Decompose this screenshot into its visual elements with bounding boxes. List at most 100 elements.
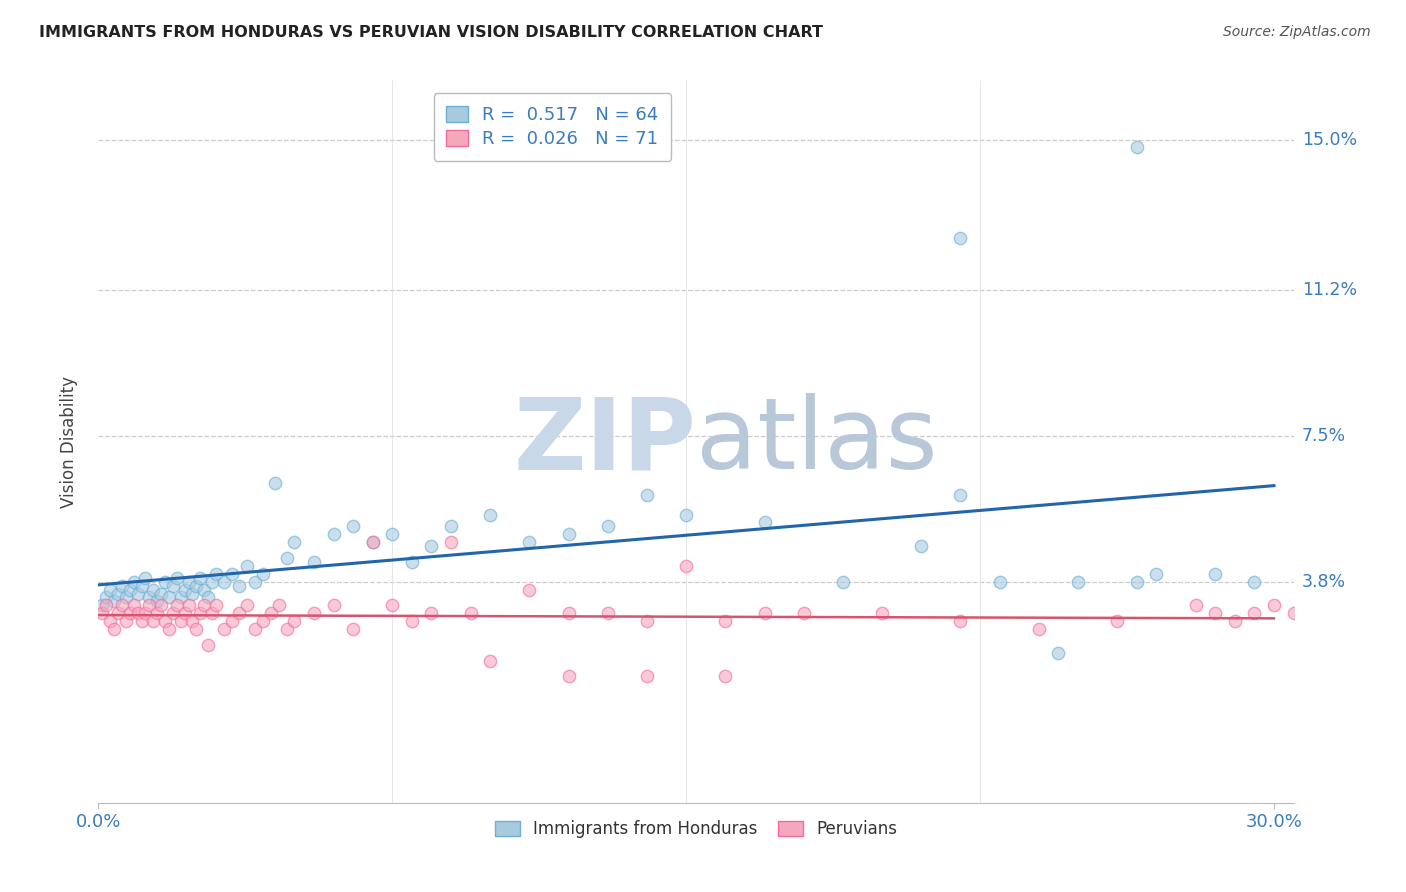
Point — [1028, 622, 1050, 636]
Point — [870, 607, 893, 621]
Point — [440, 535, 463, 549]
Y-axis label: Vision Disability: Vision Disability — [59, 376, 77, 508]
Point — [440, 519, 463, 533]
Point — [181, 614, 204, 628]
Point — [283, 535, 305, 549]
Point — [96, 599, 118, 613]
Point — [1107, 614, 1129, 628]
Point — [122, 574, 145, 589]
Point — [361, 535, 384, 549]
Point — [197, 591, 219, 605]
Point — [401, 555, 423, 569]
Point — [557, 607, 579, 621]
Text: 11.2%: 11.2% — [1302, 281, 1357, 299]
Point — [1144, 566, 1167, 581]
Point — [267, 599, 290, 613]
Point — [381, 599, 404, 613]
Point — [157, 622, 180, 636]
Point — [479, 508, 502, 522]
Text: ZIP: ZIP — [513, 393, 696, 490]
Point — [181, 586, 204, 600]
Point — [1126, 140, 1149, 154]
Point — [420, 607, 443, 621]
Point — [138, 599, 160, 613]
Legend: Immigrants from Honduras, Peruvians: Immigrants from Honduras, Peruvians — [488, 814, 904, 845]
Text: Source: ZipAtlas.com: Source: ZipAtlas.com — [1223, 25, 1371, 39]
Point — [173, 607, 195, 621]
Point — [166, 599, 188, 613]
Point — [519, 582, 541, 597]
Point — [150, 586, 173, 600]
Point — [988, 574, 1011, 589]
Text: IMMIGRANTS FROM HONDURAS VS PERUVIAN VISION DISABILITY CORRELATION CHART: IMMIGRANTS FROM HONDURAS VS PERUVIAN VIS… — [39, 25, 824, 40]
Point — [115, 591, 138, 605]
Point — [754, 607, 776, 621]
Point — [228, 579, 250, 593]
Point — [221, 614, 243, 628]
Point — [118, 607, 141, 621]
Point — [146, 607, 169, 621]
Point — [212, 622, 235, 636]
Point — [146, 594, 169, 608]
Point — [186, 622, 208, 636]
Point — [263, 475, 285, 490]
Point — [276, 622, 298, 636]
Point — [322, 599, 344, 613]
Point — [1243, 607, 1265, 621]
Point — [118, 582, 141, 597]
Point — [714, 614, 737, 628]
Point — [675, 558, 697, 573]
Point — [150, 599, 173, 613]
Point — [91, 599, 114, 613]
Point — [103, 594, 125, 608]
Point — [177, 574, 200, 589]
Point — [96, 591, 118, 605]
Point — [1184, 599, 1206, 613]
Point — [754, 516, 776, 530]
Point — [1047, 646, 1070, 660]
Point — [479, 654, 502, 668]
Point — [236, 599, 259, 613]
Point — [302, 607, 325, 621]
Point — [162, 579, 184, 593]
Point — [157, 591, 180, 605]
Point — [153, 614, 176, 628]
Point — [636, 488, 658, 502]
Point — [260, 607, 283, 621]
Point — [381, 527, 404, 541]
Point — [793, 607, 815, 621]
Point — [170, 591, 193, 605]
Point — [714, 669, 737, 683]
Point — [134, 571, 156, 585]
Point — [142, 582, 165, 597]
Point — [401, 614, 423, 628]
Point — [170, 614, 193, 628]
Point — [193, 582, 215, 597]
Point — [142, 614, 165, 628]
Point — [193, 599, 215, 613]
Point — [201, 607, 224, 621]
Point — [111, 579, 134, 593]
Point — [596, 519, 619, 533]
Point — [243, 574, 266, 589]
Point — [134, 607, 156, 621]
Point — [949, 231, 972, 245]
Point — [98, 582, 121, 597]
Point — [557, 669, 579, 683]
Text: atlas: atlas — [696, 393, 938, 490]
Point — [201, 574, 224, 589]
Point — [98, 614, 121, 628]
Point — [283, 614, 305, 628]
Point — [111, 599, 134, 613]
Point — [122, 599, 145, 613]
Point — [519, 535, 541, 549]
Point — [1204, 607, 1226, 621]
Point — [949, 488, 972, 502]
Point — [197, 638, 219, 652]
Point — [636, 614, 658, 628]
Point — [221, 566, 243, 581]
Point — [131, 614, 153, 628]
Point — [1067, 574, 1090, 589]
Point — [228, 607, 250, 621]
Point — [1243, 574, 1265, 589]
